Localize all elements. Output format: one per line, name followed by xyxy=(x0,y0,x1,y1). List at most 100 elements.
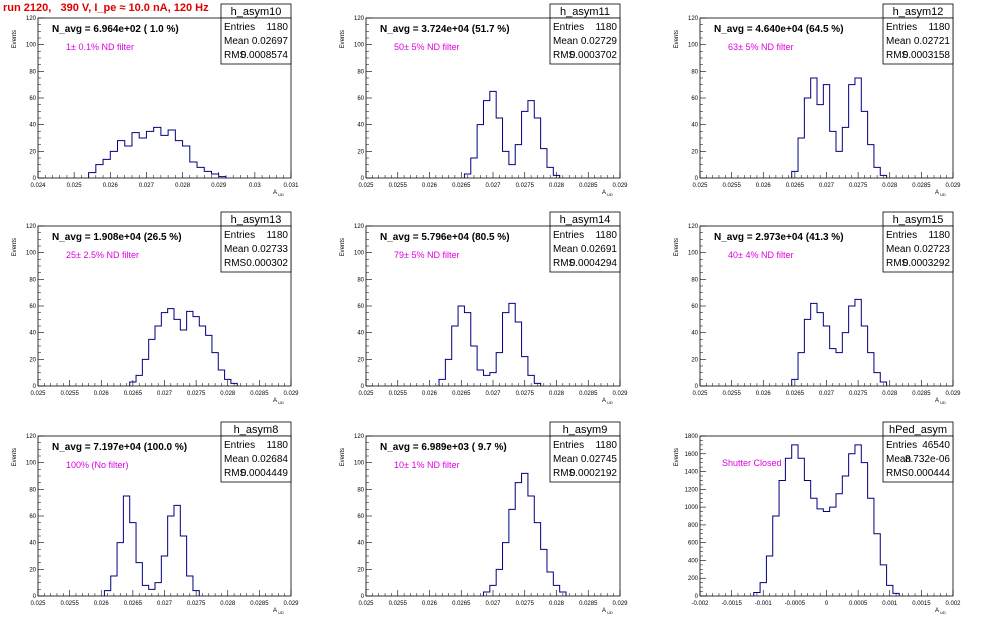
y-tick-label: 200 xyxy=(688,576,699,582)
stats-title: h_asym9 xyxy=(563,424,608,436)
histogram-bin xyxy=(836,494,842,596)
stats-box xyxy=(220,225,292,273)
y-tick-label: 0 xyxy=(361,594,365,600)
x-tick-label: 0 xyxy=(825,601,829,607)
x-axis-label: A xyxy=(935,608,939,614)
x-tick-label: 0.0265 xyxy=(452,391,471,397)
y-tick-label: 20 xyxy=(29,149,36,155)
histogram-bin xyxy=(849,454,855,596)
x-tick-label: 0.0255 xyxy=(60,391,79,397)
y-tick-label: 20 xyxy=(357,567,364,573)
y-axis-label: Events xyxy=(340,448,346,466)
histogram-panel-h_asym11: 0 20 40 60 80 100 120 0.025 0.0255 0.026 0.0265 0.0… xyxy=(340,3,628,197)
x-tick-label: 0.0285 xyxy=(912,391,931,397)
y-tick-label: 0 xyxy=(695,594,699,600)
y-tick-label: 20 xyxy=(691,357,698,363)
y-tick-label: 40 xyxy=(691,123,698,129)
histogram-bin xyxy=(142,359,148,386)
x-tick-label: -0.001 xyxy=(755,601,773,607)
filter-annotation: Shutter Closed xyxy=(722,458,782,468)
stats-title: hPed_asym xyxy=(889,424,947,436)
histogram-bin xyxy=(773,516,779,596)
filter-annotation: 63± 5% ND filter xyxy=(728,42,793,52)
stats-entries-value: 46540 xyxy=(922,440,950,451)
histogram-bin xyxy=(180,330,186,386)
histogram-bin xyxy=(798,138,804,178)
y-tick-label: 1600 xyxy=(685,452,699,458)
y-tick-label: 60 xyxy=(29,304,36,310)
stats-mean-label: Mean xyxy=(886,36,911,47)
stats-box xyxy=(549,225,621,273)
x-tick-label: 0.026 xyxy=(756,391,772,397)
x-tick-label: 0.031 xyxy=(283,183,299,189)
y-tick-label: 40 xyxy=(29,331,36,337)
stats-mean-value: 8.732e-06 xyxy=(905,454,950,465)
y-axis-label: Events xyxy=(12,448,18,466)
x-tick-label: 0.027 xyxy=(485,391,501,397)
x-tick-label: 0.024 xyxy=(30,183,46,189)
y-tick-label: 40 xyxy=(691,331,698,337)
histogram-bin xyxy=(190,162,197,178)
histogram-bin xyxy=(168,516,174,596)
y-tick-label: 60 xyxy=(357,514,364,520)
histogram-bin xyxy=(874,534,880,596)
histogram-line xyxy=(791,298,888,386)
histogram-bin xyxy=(117,543,123,596)
histogram-bin xyxy=(503,313,509,386)
stats-rms-value: 0.0003702 xyxy=(570,50,618,61)
y-tick-label: 120 xyxy=(26,224,37,230)
stats-entries-value: 1180 xyxy=(595,22,617,33)
stats-entries-label: Entries xyxy=(886,22,917,33)
y-tick-label: 100 xyxy=(354,461,365,467)
stats-mean-label: Mean xyxy=(553,454,578,465)
histogram-bin xyxy=(823,85,829,178)
stats-title: h_asym10 xyxy=(231,6,282,18)
page-title: run 2120, 390 V, I_pe ≈ 10.0 nA, 120 Hz xyxy=(3,2,209,14)
histogram-bin xyxy=(842,476,848,596)
x-tick-label: 0.027 xyxy=(157,601,173,607)
x-tick-label: 0.029 xyxy=(211,183,227,189)
histogram-bin xyxy=(509,509,515,596)
x-tick-label: 0.028 xyxy=(549,391,565,397)
stats-entries-value: 1180 xyxy=(928,230,950,241)
x-axis-label-subscript: UD xyxy=(278,192,284,197)
y-tick-label: 1400 xyxy=(685,470,699,476)
histogram-bin xyxy=(868,145,874,178)
navg-label: N_avg = 5.796e+04 (80.5 %) xyxy=(380,232,510,243)
x-tick-label: 0.0285 xyxy=(579,183,598,189)
histogram-bin xyxy=(541,549,547,596)
x-tick-label: 0.027 xyxy=(139,183,155,189)
stats-title: h_asym8 xyxy=(234,424,279,436)
x-tick-label: 0.026 xyxy=(103,183,119,189)
x-tick-label: 0.026 xyxy=(94,601,110,607)
y-tick-label: 20 xyxy=(357,357,364,363)
y-tick-label: 0 xyxy=(361,176,365,182)
histogram-bin xyxy=(89,173,96,178)
stats-mean-label: Mean xyxy=(886,244,911,255)
histogram-bin xyxy=(817,313,823,386)
filter-annotation: 79± 5% ND filter xyxy=(394,250,459,260)
histogram-bin xyxy=(766,556,772,596)
histogram-bin xyxy=(811,78,817,178)
histogram-line xyxy=(438,302,542,386)
histogram-bin xyxy=(174,319,180,386)
x-tick-label: 0.0255 xyxy=(389,183,408,189)
histogram-bin xyxy=(528,101,534,178)
x-tick-label: -0.0015 xyxy=(721,601,742,607)
stats-entries-label: Entries xyxy=(886,230,917,241)
stats-rms-value: 0.0004449 xyxy=(241,468,289,479)
histogram-line xyxy=(103,495,200,596)
x-tick-label: 0.026 xyxy=(422,601,438,607)
histogram-bin xyxy=(503,543,509,596)
filter-annotation: 1± 0.1% ND filter xyxy=(66,42,134,52)
histogram-bin xyxy=(211,174,218,178)
y-tick-label: 100 xyxy=(354,251,365,257)
y-tick-label: 100 xyxy=(354,43,365,49)
histogram-bin xyxy=(779,480,785,596)
x-tick-label: 0.025 xyxy=(358,391,374,397)
histogram-bin xyxy=(861,326,867,386)
y-tick-label: 0 xyxy=(33,384,37,390)
x-tick-label: 0.0275 xyxy=(187,391,206,397)
x-tick-label: 0.025 xyxy=(30,601,46,607)
stats-title: h_asym11 xyxy=(560,6,610,18)
